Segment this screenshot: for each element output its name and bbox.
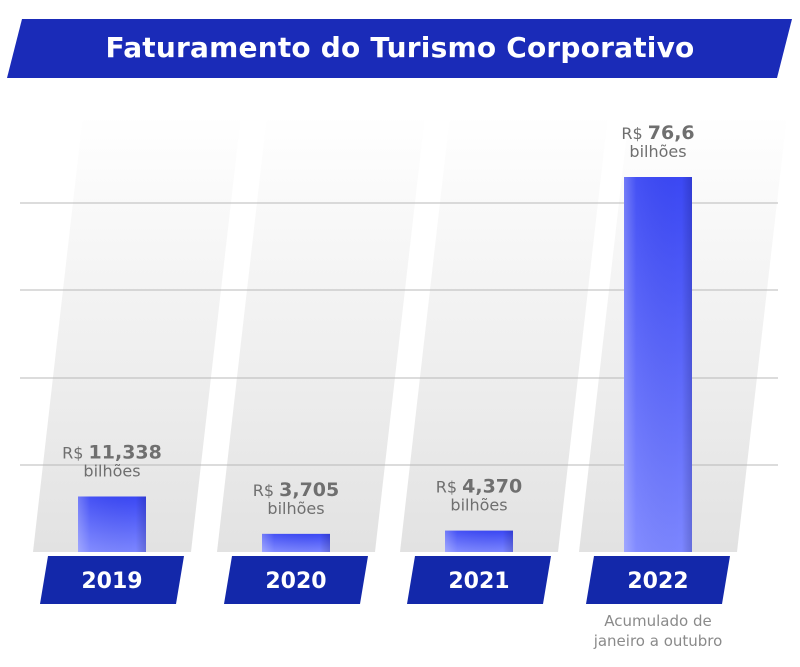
data-label-prefix: R$: [253, 481, 279, 500]
background-slot-2020: [217, 115, 425, 552]
data-label-2021: R$ 4,370: [436, 476, 523, 498]
data-label-unit-2022: bilhões: [629, 142, 686, 161]
year-box-2019: [40, 556, 184, 604]
year-label-2022: 2022: [627, 569, 688, 594]
bar-shine-2020: [262, 533, 330, 552]
data-label-unit-2021: bilhões: [450, 496, 507, 515]
year-label-2019: 2019: [81, 569, 142, 594]
year-label-2021: 2021: [448, 569, 509, 594]
data-label-value: 3,705: [279, 479, 339, 501]
data-label-value: 4,370: [462, 476, 522, 498]
chart-title: Faturamento do Turismo Corporativo: [105, 31, 695, 64]
data-label-value: 11,338: [89, 441, 162, 463]
data-label-value: 76,6: [648, 122, 695, 144]
year-box-2021: [407, 556, 551, 604]
data-label-prefix: R$: [62, 443, 88, 462]
background-slot-2021: [400, 115, 608, 552]
data-label-2020: R$ 3,705: [253, 479, 340, 501]
bar-shine-2019: [78, 496, 146, 552]
data-label-unit-2020: bilhões: [267, 499, 324, 518]
title-banner: [7, 19, 792, 78]
year-box-2020: [224, 556, 368, 604]
data-label-2022: R$ 76,6: [621, 122, 694, 144]
bar-shine-2021: [445, 530, 513, 552]
footnote-line2: janeiro a outubro: [593, 632, 723, 650]
year-box-2022: [586, 556, 730, 604]
data-label-2019: R$ 11,338: [62, 441, 162, 463]
year-label-2020: 2020: [265, 569, 326, 594]
footnote-line1: Acumulado de: [604, 612, 712, 630]
data-label-prefix: R$: [436, 478, 462, 497]
bar-shine-2022: [624, 177, 692, 552]
data-label-unit-2019: bilhões: [83, 461, 140, 480]
background-slot-2019: [33, 115, 241, 552]
data-label-prefix: R$: [621, 124, 647, 143]
